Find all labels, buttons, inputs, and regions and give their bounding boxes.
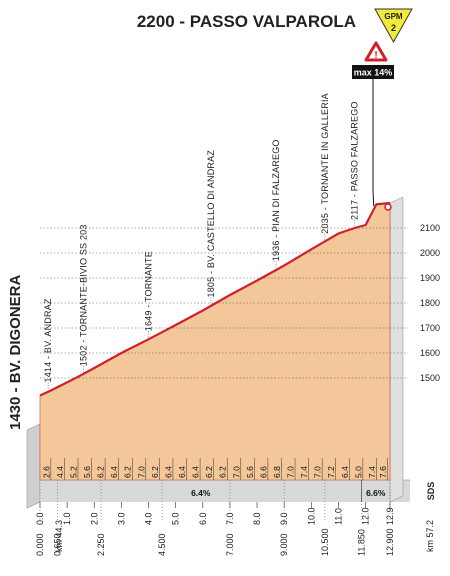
segment-gradient-label: 7.0	[313, 466, 323, 478]
distance-mark-label: 7.000	[225, 533, 235, 556]
gpm-badge: GPM 2	[374, 8, 413, 44]
km-tick-label: 7.0	[225, 512, 235, 525]
altitude-tick-label: 2100	[420, 223, 440, 233]
waypoint-label: 1936 - PIAN DI FALZAREGO	[271, 139, 281, 261]
km-total-start: km 44.3	[54, 520, 64, 552]
altitude-axis: 1500 1600 1700 1800 1900 2000 2100	[420, 223, 440, 383]
waypoint-labels: 1414 - BV. ANDRAZ 1502 - TORNANTE-BIVIO S…	[43, 93, 360, 389]
chart-title: 2200 - PASSO VALPAROLA	[137, 12, 356, 31]
distance-marks-axis: 0.000 0.650 2.250 4.500 7.000 9.000 10.500 11.8…	[35, 528, 395, 556]
km-tick-label: 3.0	[116, 512, 126, 525]
km-tick-label: 12.9	[385, 507, 395, 525]
km-tick-label: 6.0	[198, 512, 208, 525]
segment-gradient-label: 6.2	[218, 466, 228, 478]
waypoint-label: 2035 - TORNANTE IN GALLERIA	[320, 93, 330, 234]
summit-marker	[384, 203, 392, 211]
segment-gradient-label: 6.2	[204, 466, 214, 478]
distance-mark-label: 4.500	[157, 533, 167, 556]
altitude-tick-label: 1500	[420, 373, 440, 383]
km-tick-label: 5.0	[171, 512, 181, 525]
distance-mark-label: 2.250	[96, 533, 106, 556]
km-tick-label: 12.0	[361, 507, 371, 525]
segment-gradient-label: 6.4	[191, 466, 201, 478]
altitude-tick-label: 1700	[420, 323, 440, 333]
segment-gradient-label: 7.0	[136, 466, 146, 478]
segment-gradient-label: 6.6	[258, 466, 268, 478]
altitude-tick-label: 1900	[420, 273, 440, 283]
gradient-base-band	[40, 480, 410, 502]
km-tick-label: 4.0	[144, 512, 154, 525]
segment-gradient-labels: 2.6 4.4 5.2 5.6 6.2 6.4 6.2 7.0 6.2 6.4 6.4 6.4 6.2 6…	[41, 458, 388, 480]
average-gradient-labels: 6.4% 6.6%	[191, 480, 386, 502]
km-total-end: km 57.2	[425, 520, 435, 552]
distance-mark-label: 10.500	[320, 528, 330, 556]
altitude-tick-label: 1800	[420, 298, 440, 308]
warning-exclamation: !	[374, 50, 377, 61]
distance-mark-label: 0.000	[35, 533, 45, 556]
sds-label: SDS	[426, 482, 436, 501]
start-location-label: 1430 - BV. DIGONERA	[7, 275, 24, 430]
segment-gradient-label: 5.2	[68, 466, 78, 478]
max-gradient-leader-line	[372, 79, 375, 207]
segment-gradient-label: 6.2	[96, 466, 106, 478]
segment-gradient-label: 7.0	[286, 466, 296, 478]
distance-mark-label: 12.900	[385, 528, 395, 556]
segment-gradient-label: 6.4	[163, 466, 173, 478]
segment-gradient-label: 6.4	[109, 466, 119, 478]
km-tick-label: 11.0	[333, 508, 343, 525]
km-tick-label: 0.0	[35, 512, 45, 525]
max-gradient-label: max 14%	[354, 68, 393, 78]
km-tick-label: 1.0	[62, 512, 72, 525]
average-gradient-label: 6.6%	[366, 488, 386, 498]
km-tick-label: 8.0	[252, 512, 262, 525]
altitude-tick-label: 2000	[420, 248, 440, 258]
gpm-triangle-icon	[374, 8, 413, 44]
km-tick-label: 2.0	[89, 512, 99, 525]
km-tick-label: 10.0	[306, 507, 316, 525]
km-partial-axis: 0.0 1.0 2.0 3.0 4.0 5.0 6.0 7.0 8.0 9.0 10.0 11.0 12…	[35, 502, 395, 525]
segment-gradient-label: 7.0	[231, 466, 241, 478]
max-gradient-box	[352, 65, 394, 79]
waypoint-label: 2117 - PASSO FALZAREGO	[350, 101, 360, 220]
segment-gradient-label: 7.4	[299, 466, 309, 478]
waypoint-label: 1502 - TORNANTE-BIVIO SS 203	[78, 224, 88, 366]
profile-side-face	[389, 196, 404, 503]
segment-gradient-label: 7.2	[326, 466, 336, 478]
warning-triangle-icon	[364, 41, 388, 62]
waypoint-label: 1649 - TORNANTE	[144, 251, 154, 331]
segment-gradient-label: 2.6	[41, 466, 51, 478]
altitude-tick-label: 1600	[420, 348, 440, 358]
start-side-face	[26, 423, 41, 509]
road-line	[39, 201, 391, 397]
waypoint-label: 1805 - BV. CASTELLO DI ANDRAZ	[206, 150, 216, 298]
gpm-category: 2	[391, 23, 396, 33]
segment-gradient-label: 6.2	[150, 466, 160, 478]
km-tick-label: 9.0	[279, 512, 289, 525]
segment-gradient-label: 6.4	[177, 466, 187, 478]
segment-gradient-label: 6.2	[123, 466, 133, 478]
segment-gradient-label: 7.4	[367, 466, 377, 478]
waypoint-label: 1414 - BV. ANDRAZ	[43, 298, 53, 382]
segment-gradient-label: 5.6	[82, 466, 92, 478]
distance-mark-label: 9.000	[279, 533, 289, 556]
distance-mark-label: 0.650	[53, 533, 63, 556]
segment-gradient-label: 6.8	[272, 466, 282, 478]
segment-gradient-label: 4.4	[55, 466, 65, 478]
distance-mark-label: 11.850	[357, 529, 367, 556]
segment-gradient-label: 7.6	[378, 466, 388, 478]
segment-gradient-label: 5.6	[245, 466, 255, 478]
gpm-label: GPM	[384, 12, 403, 21]
max-gradient-marker: ! max 14%	[352, 41, 394, 207]
segment-gradient-label: 5.0	[353, 466, 363, 478]
segment-gradient-label: 6.4	[340, 466, 350, 478]
average-gradient-label: 6.4%	[191, 488, 211, 498]
